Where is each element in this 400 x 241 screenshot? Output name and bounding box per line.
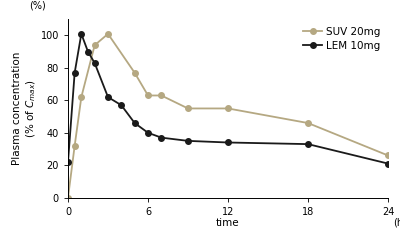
LEM 10mg [119,104,124,107]
LEM 10mg [132,122,137,125]
Y-axis label: Plasma concentration
(% of $C_{max}$): Plasma concentration (% of $C_{max}$) [12,52,38,165]
SUV 20mg [79,96,84,99]
Text: (hour): (hour) [394,217,400,227]
LEM 10mg [72,71,77,74]
Text: (%): (%) [29,1,46,11]
SUV 20mg [159,94,164,97]
Legend: SUV 20mg, LEM 10mg: SUV 20mg, LEM 10mg [301,25,383,53]
Line: LEM 10mg: LEM 10mg [65,31,391,166]
SUV 20mg [66,196,70,199]
LEM 10mg [386,162,390,165]
SUV 20mg [146,94,150,97]
SUV 20mg [92,44,97,47]
SUV 20mg [306,122,310,125]
SUV 20mg [226,107,230,110]
LEM 10mg [146,131,150,134]
LEM 10mg [66,161,70,163]
LEM 10mg [306,143,310,146]
LEM 10mg [106,96,110,99]
LEM 10mg [86,50,90,53]
LEM 10mg [186,140,190,142]
LEM 10mg [226,141,230,144]
SUV 20mg [186,107,190,110]
Line: SUV 20mg: SUV 20mg [65,31,391,201]
SUV 20mg [386,154,390,157]
X-axis label: time: time [216,218,240,228]
LEM 10mg [79,33,84,35]
LEM 10mg [92,62,97,65]
SUV 20mg [72,144,77,147]
SUV 20mg [106,33,110,35]
SUV 20mg [132,71,137,74]
LEM 10mg [159,136,164,139]
